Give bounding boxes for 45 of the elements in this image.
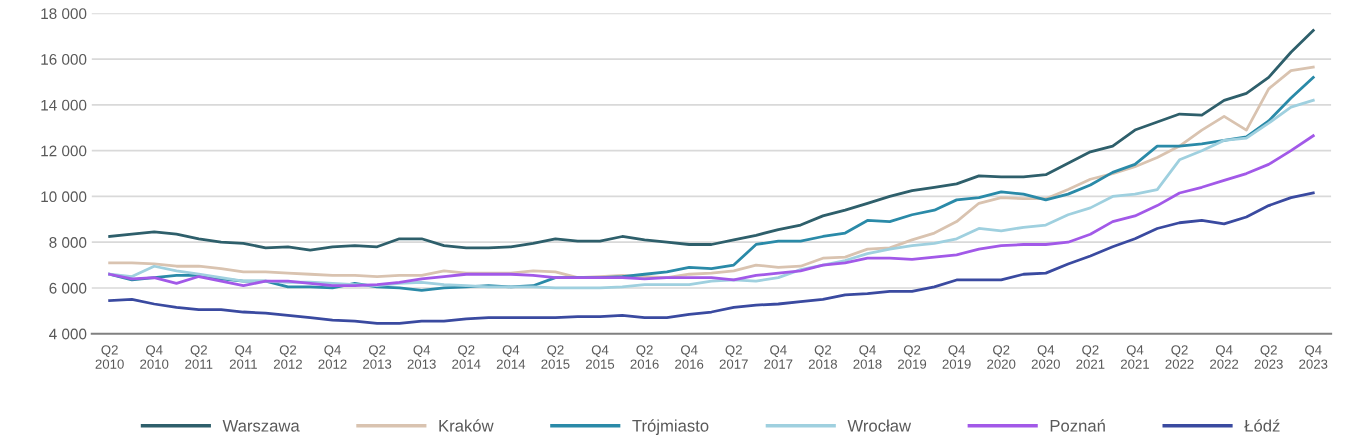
x-tick-label: Q2 2023 (1254, 345, 1283, 369)
x-tick-label: Q2 2016 (630, 345, 659, 369)
x-tick-label: Q2 2019 (898, 345, 927, 369)
x-tick-label: Q2 2020 (987, 345, 1016, 369)
y-tick-label: 12 000 (41, 145, 87, 157)
x-tick-label: Q4 2020 (1031, 345, 1060, 369)
x-tick-label: Q2 2013 (363, 345, 392, 369)
x-tick-label: Q4 2015 (585, 345, 615, 369)
x-tick-label: Q4 2018 (853, 345, 882, 369)
x-tick-label: Q4 2021 (1120, 345, 1149, 369)
y-tick-label: 18 000 (41, 8, 87, 20)
line-series (108, 134, 1315, 288)
x-tick-label: Q4 2016 (675, 345, 704, 369)
legend-label: Warszawa (222, 420, 300, 432)
y-tick-label: 4 000 (49, 328, 87, 340)
x-tick-label: Q2 2010 (95, 345, 124, 369)
x-tick-label: Q4 2022 (1210, 345, 1239, 369)
legend-label: Poznań (1050, 419, 1105, 432)
x-tick-label: Q2 2021 (1076, 345, 1105, 369)
x-tick-label: Q2 2012 (273, 345, 302, 369)
x-tick-label: Q4 2011 (229, 345, 257, 369)
x-tick-label: Q2 2015 (541, 345, 570, 369)
x-tick-label: Q2 2022 (1165, 345, 1194, 369)
x-tick-label: Q2 2017 (719, 345, 748, 369)
y-tick-label: 8 000 (49, 237, 87, 248)
x-tick-label: Q2 2014 (452, 345, 481, 369)
x-tick-label: Q4 2019 (942, 345, 971, 369)
legend-label: Trójmiasto (632, 419, 709, 435)
legend-label: Kraków (439, 419, 494, 432)
legend-label: Wrocław (847, 419, 912, 432)
line-series (108, 29, 1315, 252)
x-tick-label: Q4 2013 (407, 345, 436, 369)
x-tick-label: Q2 2018 (808, 345, 837, 369)
x-tick-label: Q4 2023 (1299, 345, 1328, 369)
line-series (108, 191, 1315, 325)
y-tick-label: 6 000 (49, 282, 87, 294)
y-tick-label: 14 000 (41, 99, 87, 111)
x-tick-label: Q4 2017 (764, 345, 793, 369)
legend-label: Łódź (1244, 419, 1280, 432)
y-tick-label: 10 000 (41, 191, 87, 203)
x-tick-label: Q4 2012 (318, 345, 347, 369)
y-tick-label: 16 000 (41, 53, 87, 65)
x-tick-label: Q2 2011 (185, 345, 213, 369)
x-tick-label: Q4 2010 (140, 345, 169, 369)
x-tick-label: Q4 2014 (496, 345, 526, 369)
